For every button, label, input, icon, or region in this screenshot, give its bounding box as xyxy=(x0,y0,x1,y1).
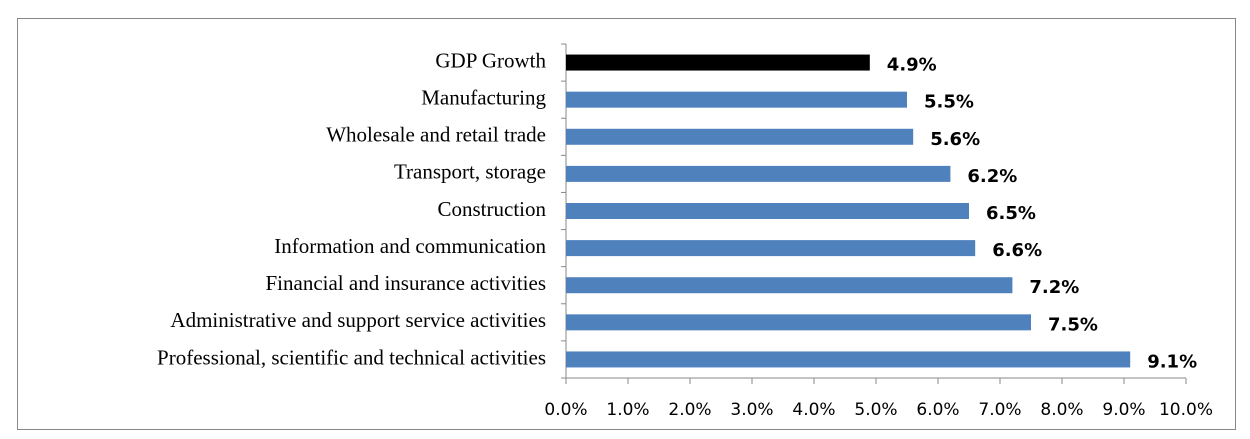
x-tick-label: 0.0% xyxy=(544,400,587,420)
x-tick-label: 7.0% xyxy=(978,400,1021,420)
value-label: 9.1% xyxy=(1147,351,1197,372)
bar xyxy=(566,165,951,182)
category-label: Manufacturing xyxy=(421,85,546,109)
value-label: 5.5% xyxy=(924,92,974,113)
x-tick-label: 6.0% xyxy=(916,400,959,420)
value-label: 4.9% xyxy=(887,55,937,76)
bar xyxy=(566,351,1131,368)
x-tick-label: 9.0% xyxy=(1102,400,1145,420)
bar xyxy=(566,91,907,108)
bar xyxy=(566,240,976,257)
value-label: 5.6% xyxy=(930,129,980,150)
category-label: Information and communication xyxy=(274,234,546,258)
value-label: 7.2% xyxy=(1029,277,1079,298)
x-tick-label: 3.0% xyxy=(730,400,773,420)
x-tick-label: 8.0% xyxy=(1040,400,1083,420)
category-label: Administrative and support service activ… xyxy=(170,308,546,332)
bar xyxy=(566,54,870,71)
bar xyxy=(566,203,969,219)
x-tick-label: 2.0% xyxy=(668,400,711,420)
bar xyxy=(566,277,1013,294)
category-label: Professional, scientific and technical a… xyxy=(157,345,546,369)
bar xyxy=(566,128,914,145)
bar xyxy=(566,314,1031,331)
x-tick-label: 5.0% xyxy=(854,400,897,420)
value-label: 6.5% xyxy=(986,203,1036,224)
category-label: Wholesale and retail trade xyxy=(326,123,546,147)
x-tick-label: 10.0% xyxy=(1159,400,1213,420)
value-label: 6.2% xyxy=(967,166,1017,187)
category-label: GDP Growth xyxy=(435,48,546,72)
category-label: Financial and insurance activities xyxy=(266,271,547,295)
x-tick-label: 4.0% xyxy=(792,400,835,420)
value-label: 7.5% xyxy=(1048,314,1098,335)
category-label: Transport, storage xyxy=(394,160,546,184)
x-tick-label: 1.0% xyxy=(606,400,649,420)
category-label: Construction xyxy=(438,197,547,221)
value-label: 6.6% xyxy=(992,240,1042,261)
